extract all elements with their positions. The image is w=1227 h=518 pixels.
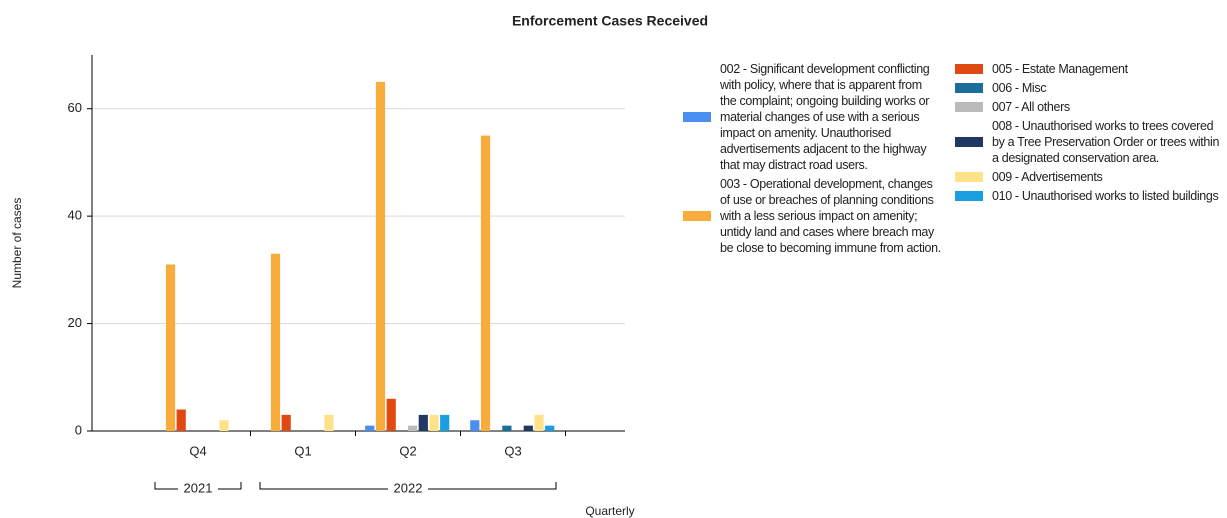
legend-swatch (955, 137, 983, 147)
legend-swatch (955, 64, 983, 74)
legend-swatch (683, 211, 711, 221)
legend-item: 008 - Unauthorised works to trees covere… (955, 118, 1220, 166)
legend-item: 002 - Significant development conflictin… (683, 61, 941, 173)
legend: 002 - Significant development conflictin… (683, 61, 941, 256)
bar (470, 420, 480, 431)
group-label: 2022 (394, 480, 423, 495)
legend-item: 003 - Operational development, changes o… (683, 176, 941, 256)
bar (176, 409, 186, 431)
legend-swatch (955, 83, 983, 93)
x-tick-label: Q2 (399, 443, 416, 458)
group-bracket (259, 482, 557, 490)
bar (365, 425, 375, 431)
legend-item: 006 - Misc (955, 80, 1220, 96)
legend-swatch (955, 102, 983, 112)
y-tick-label: 0 (75, 422, 82, 437)
legend-swatch (955, 191, 983, 201)
chart-title: Enforcement Cases Received (512, 13, 708, 29)
legend: 005 - Estate Management 006 - Misc 007 - A… (955, 61, 1220, 204)
legend-label: 009 - Advertisements (992, 170, 1103, 184)
bar (375, 81, 386, 431)
legend-label: 003 - Operational development, changes o… (720, 177, 941, 255)
bar (386, 398, 396, 431)
bar (480, 135, 491, 432)
legend-label: 002 - Significant development conflictin… (720, 62, 930, 172)
x-axis-label: Quarterly (585, 504, 634, 518)
bar (219, 420, 229, 431)
bar (324, 414, 334, 431)
x-tick-label: Q4 (189, 443, 206, 458)
legend-item: 009 - Advertisements (955, 169, 1220, 185)
legend-swatch (683, 112, 711, 122)
bar (418, 414, 428, 431)
bar (523, 425, 533, 431)
bar (281, 414, 291, 431)
legend-label: 008 - Unauthorised works to trees covere… (992, 119, 1220, 165)
bar (545, 425, 555, 431)
legend-item: 007 - All others (955, 99, 1220, 115)
legend-item: 005 - Estate Management (955, 61, 1220, 77)
bar (165, 264, 176, 431)
legend-label: 006 - Misc (992, 81, 1047, 95)
legend-item: 010 - Unauthorised works to listed build… (955, 188, 1220, 204)
y-axis-label: Number of cases (10, 198, 24, 289)
y-tick-label: 20 (68, 315, 82, 330)
legend-label: 007 - All others (992, 100, 1070, 114)
bar (270, 253, 281, 431)
x-tick-label: Q1 (294, 443, 311, 458)
legend-swatch (955, 172, 983, 182)
legend-label: 010 - Unauthorised works to listed build… (992, 189, 1219, 203)
bar (408, 425, 418, 431)
x-tick-label: Q3 (504, 443, 521, 458)
y-tick-label: 60 (68, 100, 82, 115)
bar (534, 414, 544, 431)
bar (440, 414, 450, 431)
bar (429, 414, 439, 431)
group-label: 2021 (184, 480, 213, 495)
bar (502, 425, 512, 431)
y-tick-label: 40 (68, 208, 82, 223)
group-bracket (154, 482, 242, 490)
legend-label: 005 - Estate Management (992, 62, 1128, 76)
